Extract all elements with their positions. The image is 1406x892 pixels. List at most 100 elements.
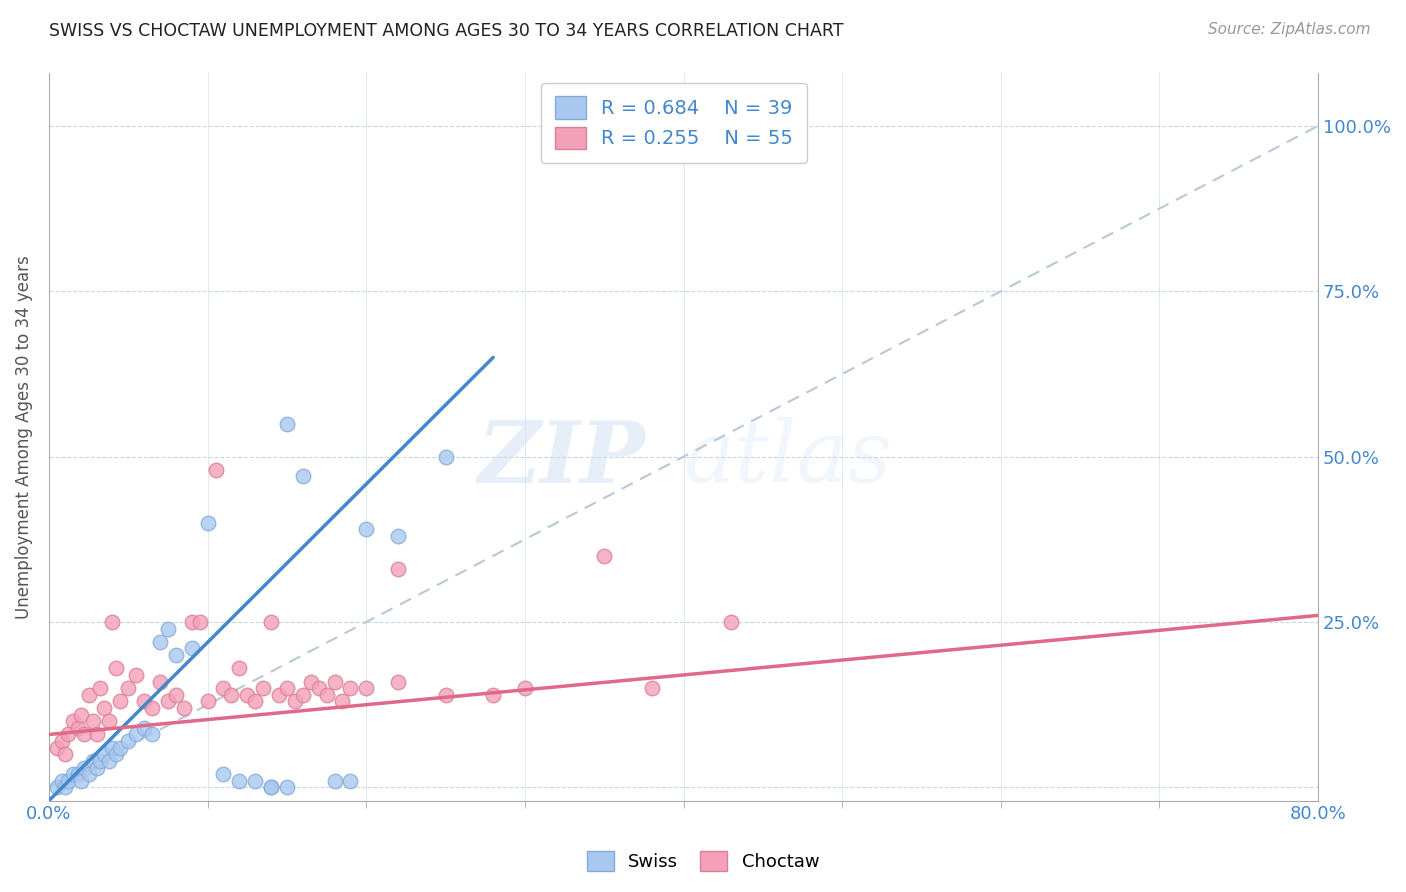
Point xyxy=(149,635,172,649)
Point xyxy=(77,767,100,781)
Point xyxy=(73,727,96,741)
Point xyxy=(86,727,108,741)
Point xyxy=(332,694,354,708)
Text: Source: ZipAtlas.com: Source: ZipAtlas.com xyxy=(1208,22,1371,37)
Point xyxy=(245,694,267,708)
Point xyxy=(104,661,127,675)
Point xyxy=(315,688,337,702)
Point xyxy=(260,615,283,629)
Point xyxy=(110,694,132,708)
Legend: Swiss, Choctaw: Swiss, Choctaw xyxy=(579,844,827,879)
Point xyxy=(156,622,179,636)
Point xyxy=(45,740,67,755)
Point xyxy=(125,668,148,682)
Point xyxy=(82,754,104,768)
Point xyxy=(51,773,73,788)
Point xyxy=(82,714,104,729)
Point xyxy=(267,688,290,702)
Point xyxy=(513,681,536,695)
Text: atlas: atlas xyxy=(683,417,893,500)
Point xyxy=(51,734,73,748)
Point xyxy=(141,727,163,741)
Point xyxy=(339,773,361,788)
Point xyxy=(165,648,187,662)
Point xyxy=(299,674,322,689)
Point xyxy=(86,760,108,774)
Point xyxy=(356,523,378,537)
Point xyxy=(45,780,67,795)
Point xyxy=(104,747,127,762)
Point xyxy=(156,694,179,708)
Point xyxy=(204,463,226,477)
Point xyxy=(260,780,283,795)
Point xyxy=(291,688,314,702)
Point xyxy=(291,469,314,483)
Point xyxy=(125,727,148,741)
Point xyxy=(56,773,79,788)
Point xyxy=(73,760,96,774)
Point xyxy=(387,529,409,543)
Point xyxy=(252,681,274,695)
Point xyxy=(110,740,132,755)
Point xyxy=(98,714,121,729)
Point xyxy=(593,549,616,563)
Point xyxy=(720,615,742,629)
Point xyxy=(53,780,76,795)
Point xyxy=(77,688,100,702)
Point xyxy=(228,661,250,675)
Point xyxy=(356,681,378,695)
Point xyxy=(212,681,235,695)
Point xyxy=(245,773,267,788)
Point xyxy=(387,674,409,689)
Point xyxy=(56,727,79,741)
Point xyxy=(276,681,298,695)
Point xyxy=(69,773,91,788)
Point xyxy=(62,767,84,781)
Point xyxy=(66,721,89,735)
Point xyxy=(482,688,505,702)
Point xyxy=(212,767,235,781)
Point xyxy=(284,694,307,708)
Point xyxy=(323,674,346,689)
Point xyxy=(434,688,457,702)
Point xyxy=(197,516,219,530)
Point xyxy=(89,754,111,768)
Point xyxy=(165,688,187,702)
Legend: R = 0.684    N = 39, R = 0.255    N = 55: R = 0.684 N = 39, R = 0.255 N = 55 xyxy=(541,83,807,162)
Point xyxy=(180,615,202,629)
Y-axis label: Unemployment Among Ages 30 to 34 years: Unemployment Among Ages 30 to 34 years xyxy=(15,255,32,619)
Point xyxy=(101,740,124,755)
Point xyxy=(308,681,330,695)
Point xyxy=(387,562,409,576)
Point xyxy=(197,694,219,708)
Point xyxy=(69,707,91,722)
Text: SWISS VS CHOCTAW UNEMPLOYMENT AMONG AGES 30 TO 34 YEARS CORRELATION CHART: SWISS VS CHOCTAW UNEMPLOYMENT AMONG AGES… xyxy=(49,22,844,40)
Point xyxy=(339,681,361,695)
Point xyxy=(641,681,664,695)
Point xyxy=(221,688,243,702)
Point xyxy=(260,780,283,795)
Point xyxy=(98,754,121,768)
Point xyxy=(89,681,111,695)
Point xyxy=(173,701,195,715)
Point xyxy=(188,615,211,629)
Point xyxy=(117,681,139,695)
Point xyxy=(276,417,298,431)
Point xyxy=(62,714,84,729)
Point xyxy=(141,701,163,715)
Point xyxy=(93,747,115,762)
Point xyxy=(134,694,156,708)
Text: ZIP: ZIP xyxy=(478,417,645,500)
Point xyxy=(93,701,115,715)
Point xyxy=(66,767,89,781)
Point xyxy=(276,780,298,795)
Point xyxy=(53,747,76,762)
Point xyxy=(117,734,139,748)
Point xyxy=(180,641,202,656)
Point xyxy=(101,615,124,629)
Point xyxy=(228,773,250,788)
Point xyxy=(236,688,259,702)
Point xyxy=(434,450,457,464)
Point xyxy=(149,674,172,689)
Point xyxy=(323,773,346,788)
